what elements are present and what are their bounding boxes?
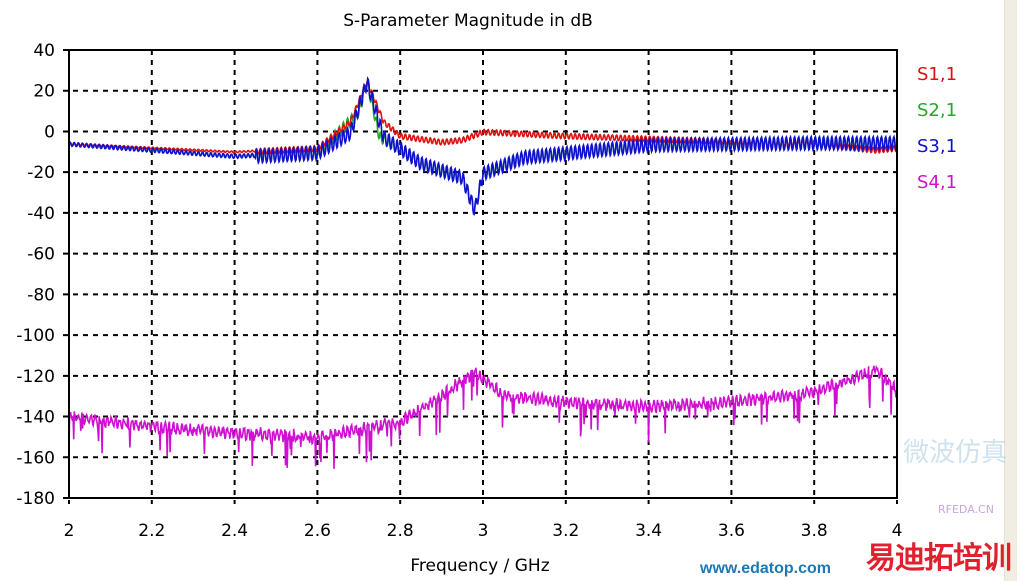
x-tick-label: 2.4 [221, 521, 248, 541]
y-tick-label: -60 [27, 245, 55, 265]
chart-title: S-Parameter Magnitude in dB [343, 11, 593, 31]
legend-entry: S3,1 [917, 136, 957, 157]
y-tick-label: -80 [27, 285, 55, 305]
x-tick-label: 4 [892, 521, 903, 541]
x-tick-label: 2 [64, 521, 75, 541]
legend-entry: S1,1 [917, 64, 957, 85]
x-tick-label: 2.6 [304, 521, 331, 541]
legend-entry: S4,1 [917, 172, 957, 193]
series-line-s3-1 [68, 76, 898, 216]
x-tick-labels: 2 2.2 2.4 2.6 2.8 3 3.2 3.4 3.6 3.8 4 [64, 521, 903, 541]
x-tick-label: 3.8 [801, 521, 828, 541]
legend-entry: S2,1 [917, 100, 957, 121]
y-tick-label: -100 [16, 326, 55, 346]
x-tick-label: 2.8 [387, 521, 414, 541]
watermark-faint-text: 微波仿真 [903, 438, 1008, 468]
x-tick-label: 3.4 [635, 521, 662, 541]
y-tick-label: -20 [27, 163, 55, 183]
x-tick-label: 2.2 [138, 521, 165, 541]
x-axis-label: Frequency / GHz [410, 556, 549, 576]
window-edge-strip [1004, 0, 1017, 581]
series-lines [68, 76, 898, 469]
y-tick-label: -180 [16, 489, 55, 509]
x-tick-label: 3.2 [552, 521, 579, 541]
watermark-url: www.edatop.com [700, 560, 831, 577]
y-tick-labels: 40 20 0 -20 -40 -60 -80 -100 -120 -140 -160 -180 [16, 41, 55, 509]
plot-frame [68, 49, 898, 499]
watermark-brand: 易迪拓培训 [866, 541, 1012, 576]
y-tick-label: -40 [27, 204, 55, 224]
x-tick-label: 3 [478, 521, 489, 541]
y-tick-label: 20 [33, 82, 55, 102]
y-tick-label: 40 [33, 41, 55, 61]
x-tick-label: 3.6 [718, 521, 745, 541]
y-tick-label: -140 [16, 408, 55, 428]
y-tick-label: -120 [16, 367, 55, 387]
y-tick-label: 0 [44, 122, 55, 142]
y-tick-label: -160 [16, 448, 55, 468]
legend: S1,1 S2,1 S3,1 S4,1 [917, 64, 957, 193]
watermark-site: RFEDA.CN [938, 503, 994, 516]
series-line-s4-1 [68, 364, 898, 469]
